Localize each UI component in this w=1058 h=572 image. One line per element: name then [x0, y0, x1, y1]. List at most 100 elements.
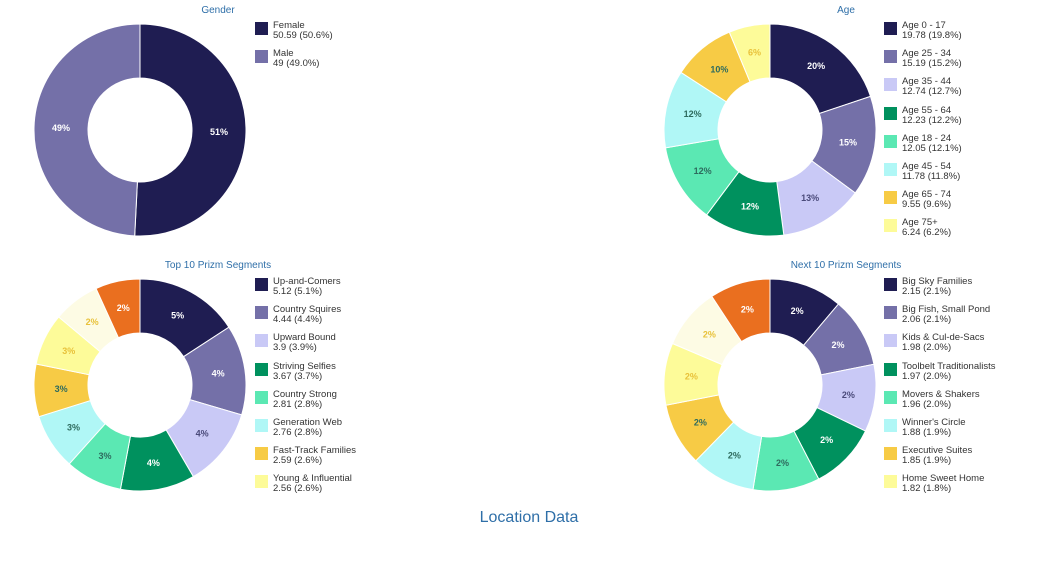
legend-item-age-45-54[interactable]: Age 45 - 54 11.78 (11.8%): [884, 161, 1058, 187]
legend-item-toolbelt-traditionalists[interactable]: Toolbelt Traditionalists 1.97 (2.0%): [884, 361, 1058, 387]
legend-label: Executive Suites: [902, 445, 973, 457]
next-10-prizm-segments-slice-label: 2%: [685, 372, 698, 382]
legend-item-home-sweet-home[interactable]: Home Sweet Home 1.82 (1.8%): [884, 473, 1058, 499]
age-slice-age-75[interactable]: [728, 23, 771, 83]
legend-label: Kids & Cul-de-Sacs: [902, 332, 985, 344]
legend-label: Big Fish, Small Pond: [902, 304, 991, 316]
next-10-prizm-segments-slice-label: 2%: [791, 306, 804, 316]
legend-item-executive-suites[interactable]: Executive Suites 1.85 (1.9%): [884, 445, 1058, 471]
gender-slice-male[interactable]: [33, 23, 141, 237]
legend-item-striving-selfies[interactable]: Striving Selfies 3.67 (3.7%): [255, 361, 435, 387]
legend-swatch: [255, 22, 268, 35]
legend-value: 19.78 (19.8%): [902, 30, 962, 41]
legend-item-fast-track-families[interactable]: Fast-Track Families 2.59 (2.6%): [255, 445, 435, 471]
legend-item-age-65-74[interactable]: Age 65 - 74 9.55 (9.6%): [884, 189, 1058, 215]
legend-swatch: [884, 419, 897, 432]
legend-label: Generation Web: [273, 417, 343, 428]
legend-label: Movers & Shakers: [902, 388, 980, 400]
next-10-prizm-segments-slice-label: 2%: [741, 304, 754, 314]
top-10-prizm-segments-slice-label: 4%: [147, 458, 160, 468]
legend-item-movers-shakers[interactable]: Movers & Shakers 1.96 (2.0%): [884, 389, 1058, 415]
legend-label: Upward Bound: [273, 332, 336, 344]
legend-swatch: [884, 50, 897, 64]
legend-value: 2.56 (2.6%): [273, 483, 323, 495]
top-10-prizm-segments-slice-label: 3%: [55, 384, 68, 394]
top-10-prizm-segments-slice-label: 5%: [171, 311, 184, 321]
legend-item-winner-s-circle[interactable]: Winner's Circle 1.88 (1.9%): [884, 417, 1058, 443]
legend-item-age-25-34[interactable]: Age 25 - 34 15.19 (15.2%): [884, 48, 1058, 74]
legend-swatch: [884, 447, 897, 461]
legend-label: Home Sweet Home: [902, 473, 985, 485]
legend-value: 12.74 (12.7%): [902, 86, 962, 98]
legend-item-kids-cul-de-sacs[interactable]: Kids & Cul-de-Sacs 1.98 (2.0%): [884, 332, 1058, 358]
legend-value: 5.12 (5.1%): [273, 286, 323, 297]
legend-value: 2.76 (2.8%): [273, 427, 323, 438]
legend-swatch: [884, 306, 897, 320]
age-slice-age-0-17[interactable]: [769, 23, 872, 115]
legend-swatch: [884, 362, 897, 376]
legend-swatch: [884, 163, 897, 176]
legend-label: Toolbelt Traditionalists: [902, 360, 996, 372]
top-10-prizm-segments-slice-other-9[interactable]: [95, 278, 141, 339]
legend-label: Age 65 - 74: [902, 189, 952, 201]
legend-item-country-strong[interactable]: Country Strong 2.81 (2.8%): [255, 389, 435, 415]
age-slice-label: 12%: [741, 201, 759, 211]
next-10-prizm-segments-slice-label: 2%: [694, 417, 707, 427]
legend-swatch: [884, 78, 897, 92]
legend-swatch: [255, 306, 268, 320]
age-chart-title: Age: [837, 5, 855, 16]
next-10-prizm-segments-chart-title: Next 10 Prizm Segments: [790, 260, 902, 271]
legend-label: Age 25 - 34: [902, 48, 952, 60]
legend-item-upward-bound[interactable]: Upward Bound 3.9 (3.9%): [255, 332, 435, 358]
legend-value: 1.98 (2.0%): [902, 342, 952, 354]
legend-item-age-75[interactable]: Age 75+ 6.24 (6.2%): [884, 217, 1058, 243]
legend-swatch: [255, 278, 268, 291]
legend-value: 11.78 (11.8%): [902, 171, 961, 182]
legend-item-up-and-comers[interactable]: Up-and-Comers 5.12 (5.1%): [255, 276, 435, 302]
footer-title: Location Data: [479, 509, 579, 526]
legend-item-male[interactable]: Male 49 (49.0%): [255, 48, 435, 74]
legend-value: 2.59 (2.6%): [273, 455, 323, 467]
top-10-prizm-segments-slice-label: 2%: [117, 303, 130, 313]
next-10-prizm-segments-slice-label: 2%: [820, 435, 833, 445]
legend-label: Striving Selfies: [273, 360, 336, 372]
legend-swatch: [884, 106, 897, 120]
legend-value: 49 (49.0%): [273, 58, 320, 70]
next-10-prizm-segments-slice-label: 2%: [776, 458, 789, 468]
age-slice-label: 13%: [801, 193, 819, 203]
legend-label: Male: [273, 48, 294, 60]
age-slice-label: 10%: [710, 64, 728, 74]
legend-value: 2.15 (2.1%): [902, 286, 952, 297]
legend-label: Winner's Circle: [902, 417, 966, 428]
legend-label: Female: [273, 20, 305, 31]
legend-item-age-35-44[interactable]: Age 35 - 44 12.74 (12.7%): [884, 76, 1058, 102]
legend-item-age-18-24[interactable]: Age 18 - 24 12.05 (12.1%): [884, 133, 1058, 159]
age-slice-label: 20%: [807, 61, 825, 71]
legend-item-female[interactable]: Female 50.59 (50.6%): [255, 20, 435, 46]
gender-slice-female[interactable]: [134, 23, 247, 237]
legend-label: Age 35 - 44: [902, 76, 952, 88]
legend-label: Age 75+: [902, 217, 938, 229]
legend-value: 12.05 (12.1%): [902, 142, 962, 154]
legend-value: 6.24 (6.2%): [902, 227, 952, 239]
legend-label: Country Squires: [273, 304, 342, 316]
top-10-prizm-segments-slice-label: 2%: [86, 317, 99, 327]
legend-label: Country Strong: [273, 388, 337, 400]
legend-item-generation-web[interactable]: Generation Web 2.76 (2.8%): [255, 417, 435, 443]
legend-item-big-sky-families[interactable]: Big Sky Families 2.15 (2.1%): [884, 276, 1058, 302]
legend-swatch: [255, 50, 268, 64]
next-10-prizm-segments-slice-other-9[interactable]: [711, 278, 771, 343]
legend-item-age-55-64[interactable]: Age 55 - 64 12.23 (12.2%): [884, 105, 1058, 131]
age-slice-label: 12%: [684, 109, 702, 119]
legend-item-age-0-17[interactable]: Age 0 - 17 19.78 (19.8%): [884, 20, 1058, 46]
legend-item-big-fish-small-pond[interactable]: Big Fish, Small Pond 2.06 (2.1%): [884, 304, 1058, 330]
gender-chart-title: Gender: [201, 5, 235, 16]
legend-swatch: [255, 334, 268, 348]
legend-item-country-squires[interactable]: Country Squires 4.44 (4.4%): [255, 304, 435, 330]
legend-swatch: [255, 419, 268, 432]
legend-swatch: [255, 362, 268, 376]
legend-swatch: [884, 134, 897, 148]
legend-item-young-influential[interactable]: Young & Influential 2.56 (2.6%): [255, 473, 435, 499]
